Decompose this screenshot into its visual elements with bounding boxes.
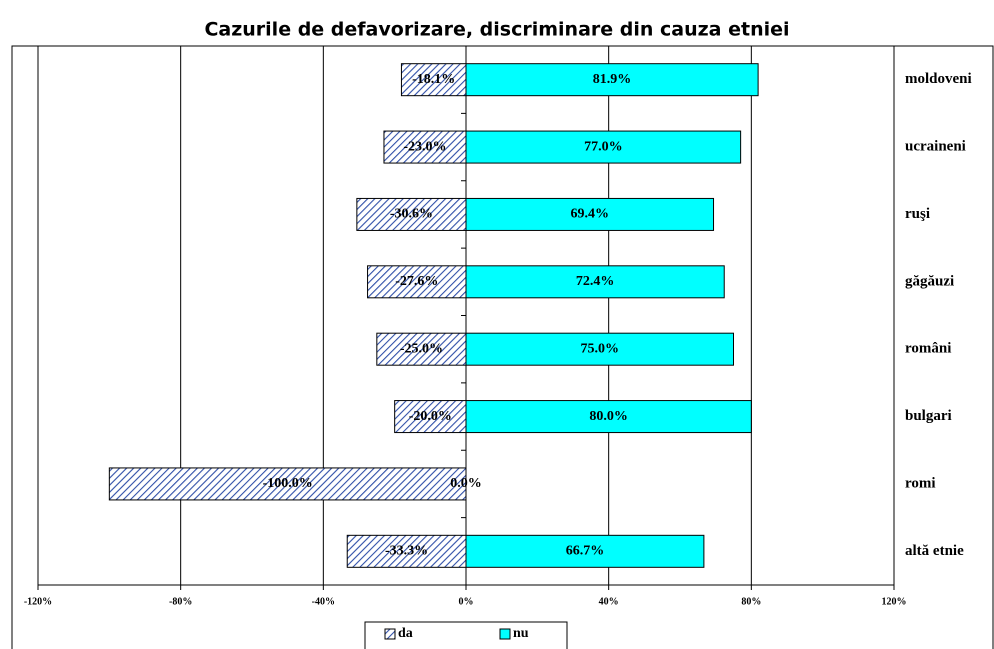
x-tick-label: 40% (599, 596, 619, 607)
value-label: 69.4% (571, 207, 610, 222)
x-tick-label: 0% (459, 596, 474, 607)
category-label: ucraineni (905, 139, 966, 155)
value-label: 77.0% (584, 139, 623, 154)
x-tick-label: -120% (24, 596, 52, 607)
bar (108, 467, 467, 501)
legend-box (364, 621, 568, 649)
legend-label: nu (513, 626, 529, 641)
value-label: -25.0% (400, 341, 443, 356)
value-label: 75.0% (581, 341, 620, 356)
bar (465, 332, 734, 366)
value-label: -27.6% (395, 274, 438, 289)
category-label: români (905, 341, 951, 357)
x-tick-label: -80% (169, 596, 192, 607)
category-label: altă etnie (905, 543, 964, 559)
value-label: -20.0% (409, 409, 452, 424)
legend-swatch (499, 628, 511, 640)
category-label: găgăuzi (905, 273, 954, 289)
legend-label: da (398, 626, 413, 641)
chart-title: Cazurile de defavorizare, discriminare d… (204, 19, 789, 41)
value-label: -33.3% (385, 544, 428, 559)
bar (367, 265, 467, 299)
bar (346, 534, 467, 568)
bar (376, 332, 467, 366)
category-label: moldoveni (905, 71, 972, 87)
category-label: bulgari (905, 408, 952, 424)
x-tick-label: 120% (882, 596, 907, 607)
bar (383, 130, 467, 164)
bar (465, 265, 725, 299)
legend-swatch (384, 628, 396, 640)
value-label: -23.0% (403, 139, 446, 154)
category-label: romi (905, 475, 936, 491)
bar (465, 197, 715, 231)
bar (465, 400, 752, 434)
value-label: 72.4% (576, 274, 615, 289)
value-label: -100.0% (263, 476, 313, 491)
bar (465, 130, 742, 164)
x-tick-label: 80% (741, 596, 761, 607)
x-tick-label: -40% (312, 596, 335, 607)
value-label: -30.6% (390, 207, 433, 222)
value-label: 80.0% (589, 409, 628, 424)
category-label: ruşi (905, 206, 930, 222)
value-label: -18.1% (412, 72, 455, 87)
value-label: 66.7% (566, 544, 605, 559)
bar (356, 197, 467, 231)
bar (465, 534, 705, 568)
value-label: 0.0% (450, 476, 482, 491)
bar (465, 63, 759, 97)
value-label: 81.9% (593, 72, 632, 87)
bar (400, 63, 467, 97)
